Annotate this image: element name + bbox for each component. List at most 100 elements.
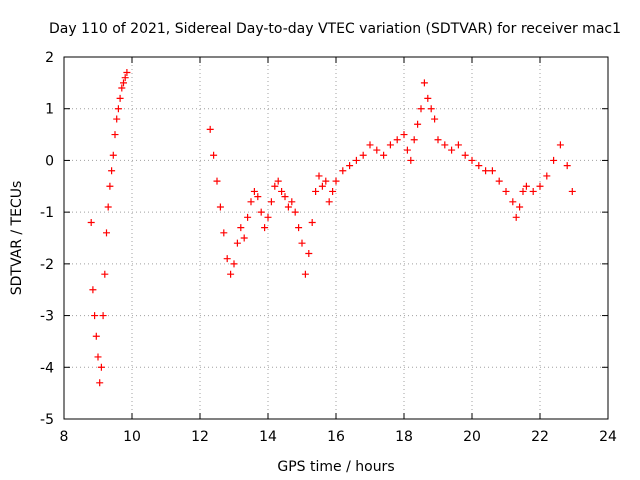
data-point [568,187,576,195]
data-point [329,187,337,195]
y-tick-label: 2 [45,50,54,66]
data-point [230,260,238,268]
data-point [244,213,252,221]
data-point [89,286,97,294]
data-point [116,94,124,102]
data-point [295,224,303,232]
data-point [441,141,449,149]
data-point [516,203,524,211]
data-point [407,156,415,164]
data-point [414,120,422,128]
data-point [488,167,496,175]
chart-title: Day 110 of 2021, Sidereal Day-to-day VTE… [49,21,621,37]
x-tick-label: 12 [191,429,209,445]
x-axis-label: GPS time / hours [277,459,394,475]
data-point [109,151,117,159]
data-point [264,213,272,221]
x-tick-label: 22 [531,429,549,445]
data-point [106,182,114,190]
data-point [281,193,289,201]
data-point [108,167,116,175]
data-point [257,208,265,216]
data-point [332,177,340,185]
data-point [247,198,255,206]
data-point [216,203,224,211]
data-point [233,239,241,247]
plot-frame [63,56,609,420]
data-point [519,187,527,195]
data-point [417,105,425,113]
y-tick-label: -5 [40,412,54,428]
data-point [359,151,367,159]
data-point [267,198,275,206]
data-point [121,74,129,82]
data-point [87,218,95,226]
data-point [318,182,326,190]
data-point [223,255,231,263]
data-point [101,270,109,278]
x-tick-label: 16 [327,429,345,445]
data-point [509,198,517,206]
data-point [305,250,313,258]
data-point [563,162,571,170]
data-point [237,224,245,232]
data-point [291,208,299,216]
data-point [271,182,279,190]
data-point [550,156,558,164]
data-point [400,131,408,139]
data-point [468,156,476,164]
x-tick-label: 20 [463,429,481,445]
y-tick-label: -1 [40,205,54,221]
data-point [543,172,551,180]
x-tick-label: 18 [395,429,413,445]
data-point [123,69,131,77]
data-point [308,218,316,226]
data-point [431,115,439,123]
data-point [410,136,418,144]
data-point [278,187,286,195]
data-point [461,151,469,159]
data-point [261,224,269,232]
data-point [380,151,388,159]
data-point [298,239,306,247]
data-point [424,94,432,102]
data-point [250,187,258,195]
data-point [213,177,221,185]
data-point [482,167,490,175]
data-point [339,167,347,175]
x-tick-label: 10 [123,429,141,445]
data-point [104,203,112,211]
data-point [91,312,99,320]
x-tick-label: 14 [259,429,277,445]
data-point [373,146,381,154]
data-point [97,363,105,371]
data-point [502,187,510,195]
data-point [284,203,292,211]
data-point [96,379,104,387]
data-point [366,141,374,149]
data-point [427,105,435,113]
data-point [118,84,126,92]
data-point [448,146,456,154]
data-point [315,172,323,180]
data-point [536,182,544,190]
data-point [325,198,333,206]
data-point [274,177,282,185]
data-point [206,125,214,133]
data-point [434,136,442,144]
x-tick-label: 24 [599,429,617,445]
data-point [475,162,483,170]
data-point [322,177,330,185]
data-point [386,141,394,149]
data-point [454,141,462,149]
data-point [114,105,122,113]
data-point [403,146,411,154]
data-point [301,270,309,278]
y-tick-label: 0 [45,153,54,169]
data-point [113,115,121,123]
data-points [87,69,576,387]
data-point [210,151,218,159]
y-axis-label: SDTVAR / TECUs [9,181,25,296]
